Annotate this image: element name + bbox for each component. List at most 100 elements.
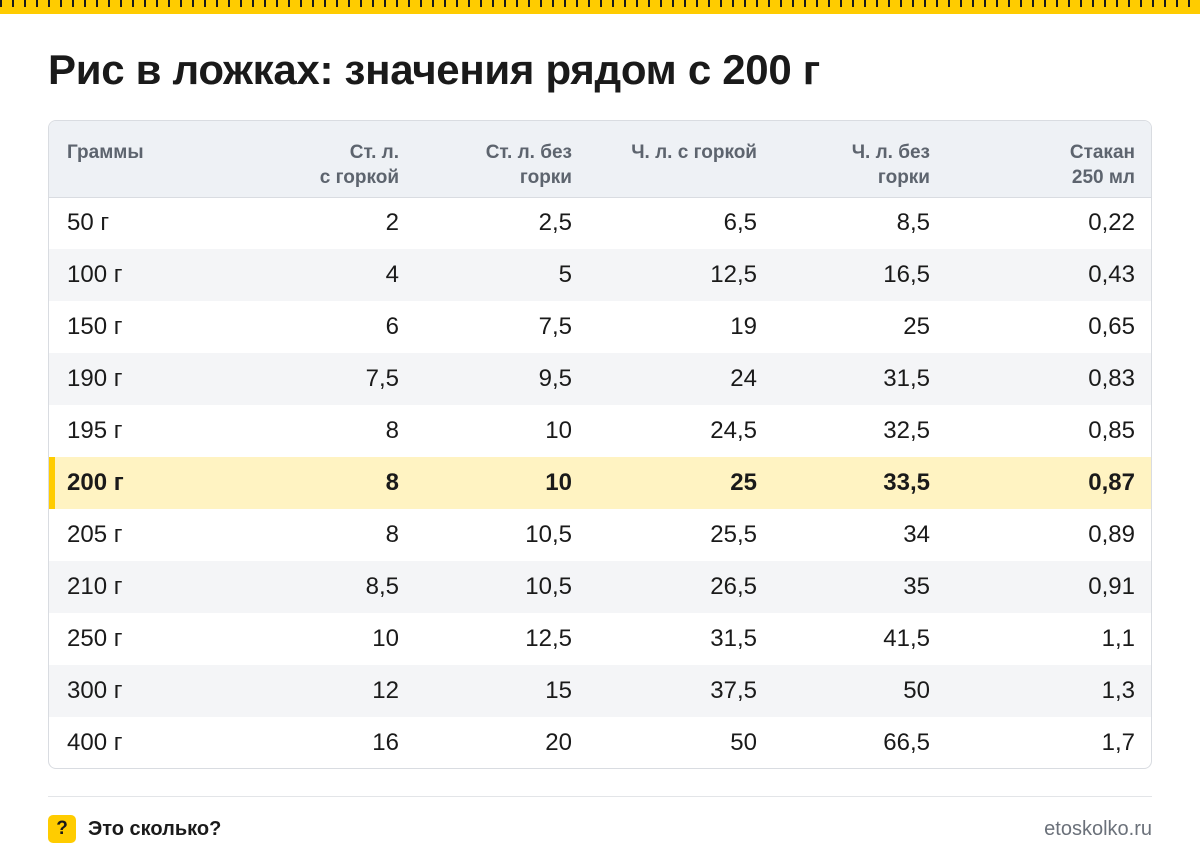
value-cell: 31,5 (710, 625, 757, 652)
table-row: 100 г 4 5 12,5 16,5 0,43 (49, 249, 1151, 301)
grams-cell: 300 г (67, 677, 123, 704)
value-cell: 34 (903, 521, 930, 548)
value-cell: 10 (545, 469, 572, 496)
value-cell: 8 (385, 469, 399, 496)
footer-brand: Это сколько? (88, 818, 222, 840)
value-cell: 37,5 (710, 677, 757, 704)
table-row: 250 г 10 12,5 31,5 41,5 1,1 (49, 613, 1151, 665)
column-header: Ч. л. без горки (775, 121, 948, 197)
table-row: 50 г 2 2,5 6,5 8,5 0,22 (49, 197, 1151, 249)
value-cell: 31,5 (883, 365, 930, 392)
value-cell: 50 (730, 729, 757, 756)
value-cell: 50 (903, 677, 930, 704)
grams-cell: 205 г (67, 521, 123, 548)
page-title: Рис в ложках: значения рядом с 200 г (48, 46, 820, 93)
ruler-decoration (0, 0, 1200, 14)
value-cell: 0,89 (1088, 521, 1135, 548)
grams-cell: 195 г (67, 417, 123, 444)
value-cell: 7,5 (365, 365, 399, 392)
value-cell: 8,5 (365, 573, 399, 600)
value-cell: 25,5 (710, 521, 757, 548)
grams-cell: 190 г (67, 365, 123, 392)
column-header: Ст. л. с горкой (239, 121, 417, 197)
value-cell: 8 (385, 417, 399, 444)
question-mark-icon: ? (48, 815, 76, 843)
value-cell: 16,5 (883, 261, 930, 288)
value-cell: 66,5 (883, 729, 930, 756)
value-cell: 41,5 (883, 625, 930, 652)
value-cell: 10,5 (525, 521, 572, 548)
column-header-line: горки (519, 167, 572, 188)
column-header-line: Граммы (67, 142, 144, 163)
table-header-row: Граммы Ст. л. с горкой Ст. л. без горки Ч. л.… (49, 121, 1151, 197)
grams-cell: 250 г (67, 625, 123, 652)
value-cell: 7,5 (538, 313, 572, 340)
table-row-highlighted: 200 г 8 10 25 33,5 0,87 (49, 457, 1151, 509)
value-cell: 16 (372, 729, 399, 756)
table-row: 195 г 8 10 24,5 32,5 0,85 (49, 405, 1151, 457)
value-cell: 12,5 (525, 625, 572, 652)
column-header: Ст. л. без горки (417, 121, 590, 197)
value-cell: 1,3 (1101, 677, 1135, 704)
value-cell: 25 (730, 469, 757, 496)
value-cell: 8 (385, 521, 399, 548)
footer-site-link[interactable]: etoskolko.ru (1044, 818, 1152, 840)
value-cell: 25 (903, 313, 930, 340)
value-cell: 1,7 (1101, 729, 1135, 756)
value-cell: 20 (545, 729, 572, 756)
value-cell: 0,83 (1088, 365, 1135, 392)
table-body: 50 г 2 2,5 6,5 8,5 0,22 100 г 4 5 12,5 16,5 0,43 150… (49, 197, 1151, 768)
grams-cell: 210 г (67, 573, 123, 600)
value-cell: 10 (372, 625, 399, 652)
value-cell: 35 (903, 573, 930, 600)
value-cell: 12,5 (710, 261, 757, 288)
value-cell: 10 (545, 417, 572, 444)
value-cell: 24 (730, 365, 757, 392)
column-header: Граммы (49, 121, 239, 197)
column-header: Стакан 250 мл (948, 121, 1151, 197)
grams-cell: 50 г (67, 209, 110, 237)
value-cell: 0,22 (1088, 209, 1135, 237)
value-cell: 1,1 (1101, 625, 1135, 652)
column-header-line: 250 мл (1071, 167, 1135, 188)
value-cell: 0,43 (1088, 261, 1135, 288)
table-row: 150 г 6 7,5 19 25 0,65 (49, 301, 1151, 353)
value-cell: 2 (385, 209, 399, 237)
value-cell: 26,5 (710, 573, 757, 600)
value-cell: 19 (730, 313, 757, 340)
table-row: 190 г 7,5 9,5 24 31,5 0,83 (49, 353, 1151, 405)
value-cell: 4 (385, 261, 399, 288)
conversion-table: Граммы Ст. л. с горкой Ст. л. без горки Ч. л.… (49, 121, 1151, 768)
value-cell: 12 (372, 677, 399, 704)
value-cell: 2,5 (538, 209, 572, 237)
table-row: 400 г 16 20 50 66,5 1,7 (49, 717, 1151, 768)
value-cell: 6,5 (723, 209, 757, 237)
value-cell: 8,5 (896, 209, 930, 237)
value-cell: 9,5 (538, 365, 572, 392)
grams-cell: 100 г (67, 261, 123, 288)
column-header-line: Ч. л. без (851, 142, 930, 163)
value-cell: 6 (385, 313, 399, 340)
value-cell: 24,5 (710, 417, 757, 444)
value-cell: 0,85 (1088, 417, 1135, 444)
value-cell: 0,65 (1088, 313, 1135, 340)
grams-cell: 400 г (67, 729, 123, 756)
column-header-line: Ст. л. (349, 142, 399, 163)
conversion-table-card: Граммы Ст. л. с горкой Ст. л. без горки Ч. л.… (48, 120, 1152, 769)
value-cell: 5 (558, 261, 572, 288)
value-cell: 0,91 (1088, 573, 1135, 600)
table-row: 205 г 8 10,5 25,5 34 0,89 (49, 509, 1151, 561)
table-row: 300 г 12 15 37,5 50 1,3 (49, 665, 1151, 717)
value-cell: 15 (545, 677, 572, 704)
grams-cell: 200 г (49, 457, 239, 509)
grams-cell: 150 г (67, 313, 123, 340)
value-cell: 32,5 (883, 417, 930, 444)
column-header-line: с горкой (319, 167, 399, 188)
column-header-line: горки (877, 167, 930, 188)
table-row: 210 г 8,5 10,5 26,5 35 0,91 (49, 561, 1151, 613)
column-header-line: Стакан (1069, 142, 1135, 163)
column-header: Ч. л. с горкой (590, 121, 775, 197)
column-header-line: Ч. л. с горкой (631, 142, 757, 163)
value-cell: 0,87 (1088, 469, 1135, 496)
column-header-line: Ст. л. без (485, 142, 572, 163)
